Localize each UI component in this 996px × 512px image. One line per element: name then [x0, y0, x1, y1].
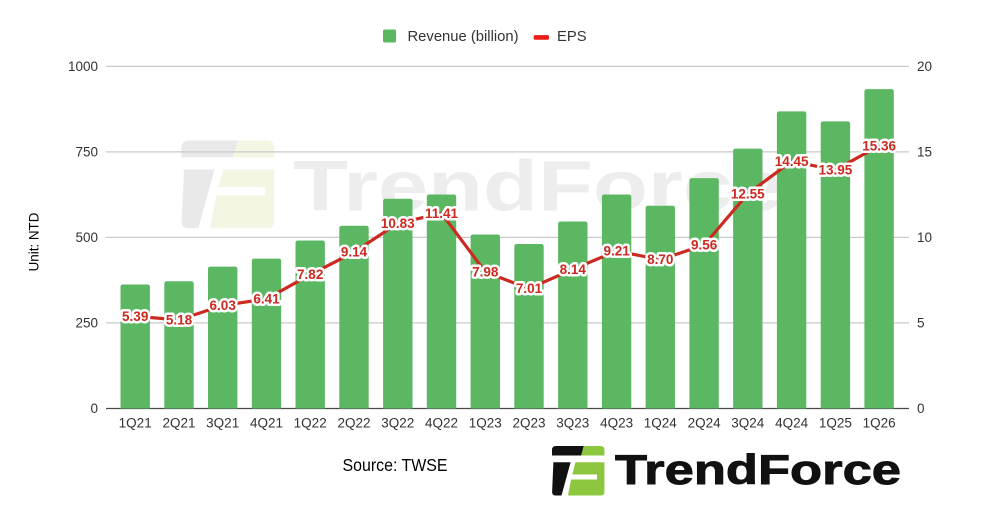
svg-text:9.14: 9.14 — [341, 245, 368, 260]
svg-text:250: 250 — [75, 315, 98, 330]
svg-text:TrendForce: TrendForce — [615, 446, 901, 493]
svg-text:3Q23: 3Q23 — [556, 416, 589, 431]
svg-text:2Q21: 2Q21 — [162, 416, 195, 431]
svg-text:3Q24: 3Q24 — [731, 416, 765, 431]
svg-text:15.36: 15.36 — [862, 138, 896, 153]
svg-text:5.18: 5.18 — [166, 312, 193, 327]
svg-text:1000: 1000 — [68, 59, 98, 74]
svg-text:6.41: 6.41 — [253, 291, 280, 306]
svg-text:6.03: 6.03 — [210, 298, 237, 313]
svg-text:2Q22: 2Q22 — [337, 416, 370, 431]
svg-text:1Q26: 1Q26 — [863, 416, 896, 431]
svg-text:12.55: 12.55 — [731, 186, 765, 201]
svg-text:500: 500 — [75, 230, 98, 245]
svg-text:7.01: 7.01 — [516, 281, 543, 296]
svg-text:0: 0 — [917, 401, 925, 416]
svg-text:EPS: EPS — [557, 29, 587, 45]
svg-text:20: 20 — [917, 59, 932, 74]
svg-text:2Q24: 2Q24 — [688, 416, 722, 431]
svg-text:13.95: 13.95 — [819, 162, 853, 177]
svg-text:7.82: 7.82 — [297, 267, 323, 282]
svg-text:3Q22: 3Q22 — [381, 416, 414, 431]
svg-text:1Q21: 1Q21 — [119, 416, 152, 431]
svg-text:10.83: 10.83 — [381, 216, 415, 231]
svg-text:11.41: 11.41 — [425, 206, 459, 221]
svg-text:15: 15 — [917, 144, 932, 159]
svg-text:0: 0 — [90, 401, 98, 416]
svg-text:14.45: 14.45 — [775, 154, 809, 169]
svg-text:5: 5 — [917, 315, 925, 330]
svg-text:7.98: 7.98 — [472, 265, 499, 280]
svg-text:2Q23: 2Q23 — [512, 416, 545, 431]
svg-text:5.39: 5.39 — [122, 309, 148, 324]
svg-text:10: 10 — [917, 230, 932, 245]
svg-text:Source: TWSE: Source: TWSE — [343, 455, 448, 475]
svg-text:8.14: 8.14 — [560, 262, 587, 277]
svg-text:3Q21: 3Q21 — [206, 416, 239, 431]
svg-text:4Q21: 4Q21 — [250, 416, 283, 431]
svg-text:9.21: 9.21 — [603, 244, 630, 259]
svg-text:1Q25: 1Q25 — [819, 416, 852, 431]
svg-text:8.70: 8.70 — [647, 252, 673, 267]
svg-text:4Q24: 4Q24 — [775, 416, 809, 431]
svg-text:750: 750 — [75, 144, 98, 159]
svg-text:Revenue (billion): Revenue (billion) — [408, 29, 519, 45]
svg-text:1Q22: 1Q22 — [294, 416, 327, 431]
svg-text:4Q22: 4Q22 — [425, 416, 458, 431]
svg-text:1Q24: 1Q24 — [644, 416, 678, 431]
svg-text:1Q23: 1Q23 — [469, 416, 502, 431]
svg-text:9.56: 9.56 — [691, 238, 718, 253]
svg-text:4Q23: 4Q23 — [600, 416, 633, 431]
svg-text:Unit: NTD: Unit: NTD — [27, 212, 42, 271]
